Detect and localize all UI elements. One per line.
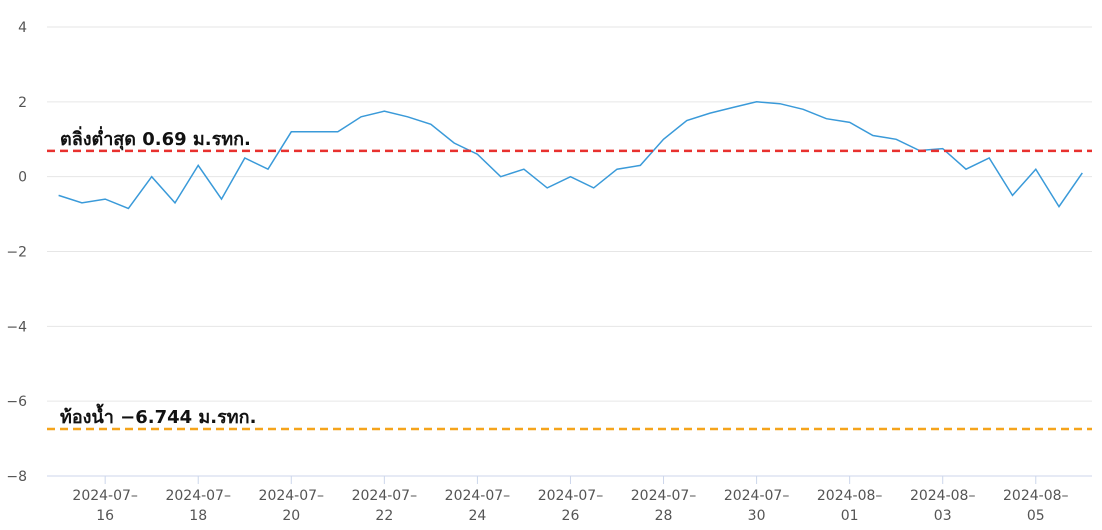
x-tick-label-line: 26 (562, 508, 580, 524)
y-tick-label: −4 (6, 319, 27, 335)
x-tick-label-line: 18 (189, 508, 207, 524)
x-tick-label-line: 03 (934, 508, 952, 524)
x-tick-label-line: 20 (282, 508, 300, 524)
x-tick-label-line: 22 (375, 508, 393, 524)
x-tick-label-line: 2024-08– (817, 488, 883, 504)
x-tick-label-line: 2024-07– (259, 488, 325, 504)
x-tick-label-line: 2024-08– (1003, 488, 1069, 504)
x-tick-label: 2024-07– 24 (445, 488, 511, 524)
data-line (58, 101, 1083, 210)
x-tick-label: 2024-08– 05 (1003, 488, 1069, 524)
x-tick-label-line: 2024-07– (352, 488, 418, 504)
reference-label: ตลิ่งต่ำสุด 0.69 ม.รทก. (60, 126, 251, 151)
y-tick-label: −6 (6, 394, 27, 410)
x-tick-label: 2024-08– 03 (910, 488, 976, 524)
x-tick-label: 2024-07– 18 (165, 488, 231, 524)
y-tick-label: 4 (18, 20, 27, 36)
reference-label: ท้องน้ำ −6.744 ม.รทก. (60, 403, 256, 428)
x-tick-label: 2024-07– 28 (631, 488, 697, 524)
x-tick-label-line: 2024-08– (910, 488, 976, 504)
x-tick-label: 2024-07– 20 (259, 488, 325, 524)
x-tick-label-line: 16 (96, 508, 114, 524)
y-tick-label: 0 (18, 170, 27, 186)
x-tick-label-line: 24 (468, 508, 486, 524)
y-tick-label: −8 (6, 469, 27, 485)
x-tick-label-line: 2024-07– (165, 488, 231, 504)
x-tick-label-line: 05 (1027, 508, 1045, 524)
x-tick-label-line: 30 (748, 508, 766, 524)
y-tick-label: 2 (18, 95, 27, 111)
x-tick-label-line: 01 (841, 508, 859, 524)
x-tick-label: 2024-07– 16 (72, 488, 138, 524)
x-tick-label-line: 2024-07– (72, 488, 138, 504)
x-tick-label-line: 2024-07– (724, 488, 790, 504)
y-tick-label: −2 (6, 245, 27, 261)
x-tick-label: 2024-07– 30 (724, 488, 790, 524)
x-tick-label-line: 2024-07– (445, 488, 511, 504)
x-tick-label-line: 2024-07– (538, 488, 604, 504)
x-tick-label-line: 28 (655, 508, 673, 524)
x-tick-label: 2024-08– 01 (817, 488, 883, 524)
x-tick-label-line: 2024-07– (631, 488, 697, 504)
x-tick-label: 2024-07– 26 (538, 488, 604, 524)
x-tick-label: 2024-07– 22 (352, 488, 418, 524)
